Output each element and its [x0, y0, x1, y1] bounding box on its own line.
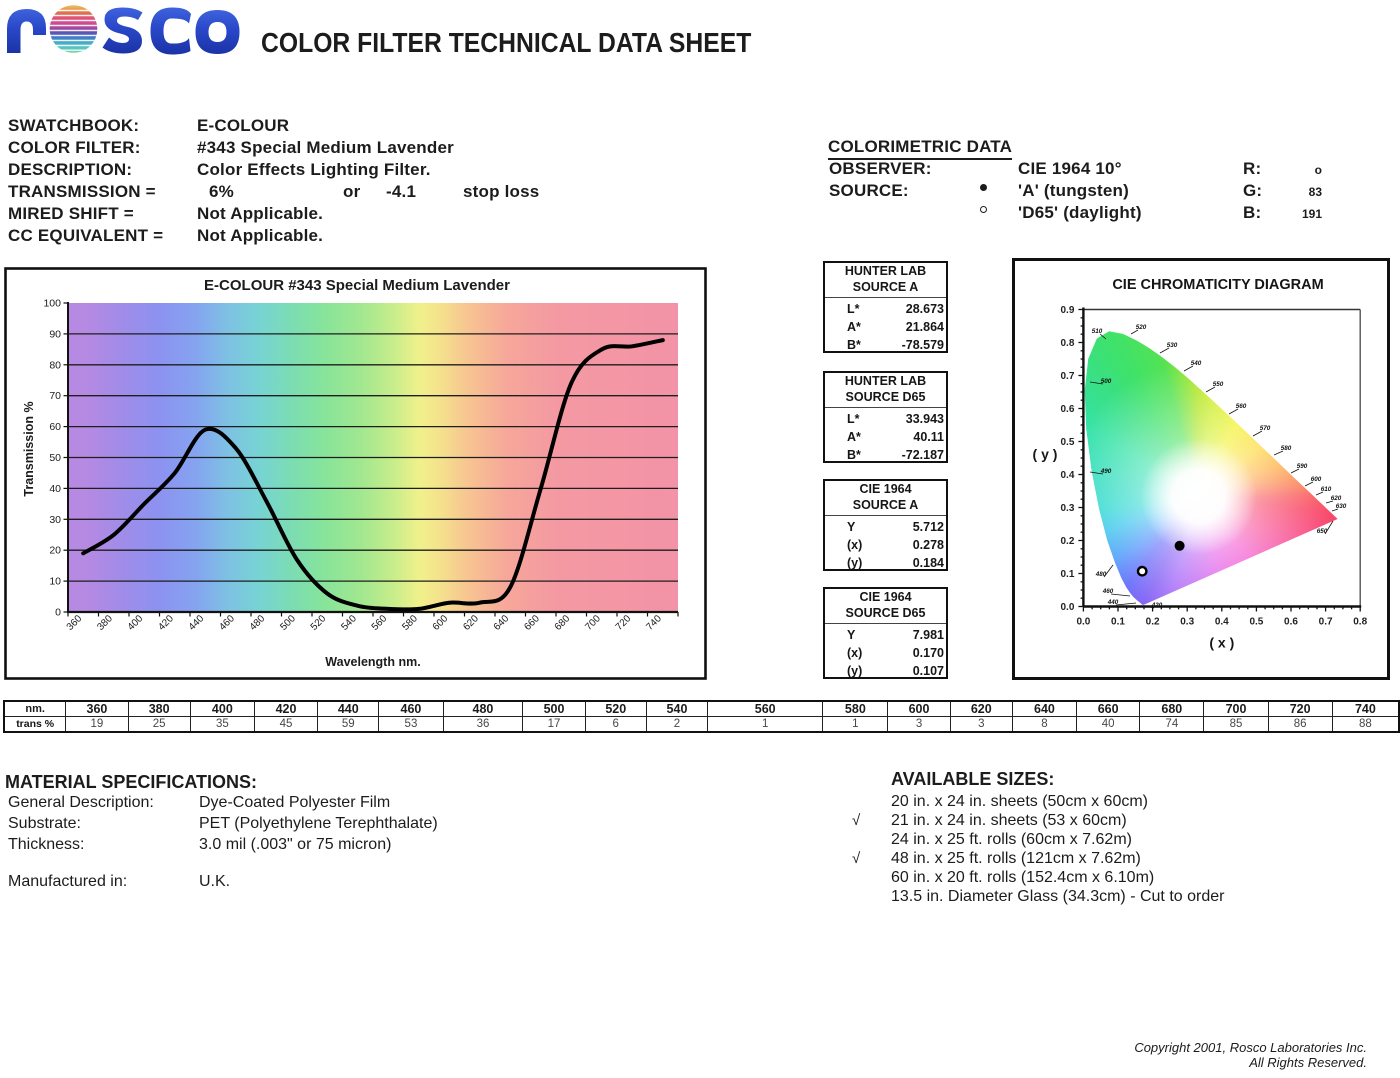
svg-text:0.5: 0.5: [1060, 437, 1074, 448]
svg-text:560: 560: [1236, 403, 1247, 410]
svg-text:570: 570: [1260, 425, 1271, 432]
svg-text:0.4: 0.4: [1060, 470, 1074, 481]
svg-text:0.4: 0.4: [1215, 617, 1229, 628]
svg-text:( x ): ( x ): [1209, 635, 1234, 651]
svg-text:0.6: 0.6: [1284, 617, 1298, 628]
svg-text:CIE CHROMATICITY DIAGRAM: CIE CHROMATICITY DIAGRAM: [1112, 277, 1323, 293]
svg-text:40: 40: [49, 483, 61, 495]
svg-text:0.3: 0.3: [1060, 503, 1074, 514]
svg-text:100: 100: [43, 298, 61, 310]
svg-text:E-COLOUR #343 Special Medium L: E-COLOUR #343 Special Medium Lavender: [204, 277, 510, 294]
svg-text:90: 90: [49, 328, 61, 340]
svg-text:0: 0: [55, 607, 61, 619]
svg-text:0.0: 0.0: [1060, 602, 1074, 613]
svg-text:60: 60: [49, 421, 61, 433]
svg-text:550: 550: [1213, 381, 1224, 388]
svg-text:0.8: 0.8: [1060, 338, 1074, 349]
svg-text:590: 590: [1297, 463, 1308, 470]
svg-text:440: 440: [1107, 599, 1119, 606]
svg-text:0.2: 0.2: [1060, 536, 1074, 547]
svg-text:520: 520: [1136, 324, 1147, 331]
svg-text:620: 620: [1331, 495, 1342, 502]
svg-text:0.1: 0.1: [1111, 617, 1125, 628]
svg-text:530: 530: [1167, 342, 1178, 349]
svg-text:510: 510: [1092, 328, 1103, 335]
svg-text:650: 650: [1317, 528, 1328, 535]
svg-text:420: 420: [1151, 602, 1163, 609]
svg-text:600: 600: [1311, 476, 1322, 483]
svg-text:80: 80: [49, 359, 61, 371]
svg-text:500: 500: [1101, 378, 1112, 385]
svg-text:10: 10: [49, 576, 61, 588]
svg-text:Wavelength nm.: Wavelength nm.: [325, 655, 420, 669]
svg-text:0.2: 0.2: [1146, 617, 1160, 628]
svg-text:630: 630: [1336, 503, 1347, 510]
svg-text:480: 480: [1095, 571, 1107, 578]
svg-text:70: 70: [49, 390, 61, 402]
svg-text:30: 30: [49, 514, 61, 526]
svg-text:610: 610: [1321, 486, 1332, 493]
svg-text:0.3: 0.3: [1180, 617, 1194, 628]
svg-text:490: 490: [1100, 468, 1112, 475]
svg-text:460: 460: [1102, 588, 1114, 595]
svg-text:50: 50: [49, 452, 61, 464]
svg-text:Transmission %: Transmission %: [22, 401, 36, 496]
svg-text:0.1: 0.1: [1060, 569, 1074, 580]
svg-text:540: 540: [1191, 360, 1202, 367]
svg-text:580: 580: [1281, 445, 1292, 452]
svg-text:0.8: 0.8: [1353, 617, 1367, 628]
svg-text:0.7: 0.7: [1319, 617, 1333, 628]
svg-text:20: 20: [49, 545, 61, 557]
svg-text:0.5: 0.5: [1249, 617, 1263, 628]
svg-text:0.7: 0.7: [1060, 371, 1074, 382]
svg-text:0.0: 0.0: [1076, 617, 1090, 628]
svg-text:0.9: 0.9: [1060, 305, 1074, 316]
svg-text:0.6: 0.6: [1060, 404, 1074, 415]
svg-text:( y ): ( y ): [1033, 446, 1058, 462]
